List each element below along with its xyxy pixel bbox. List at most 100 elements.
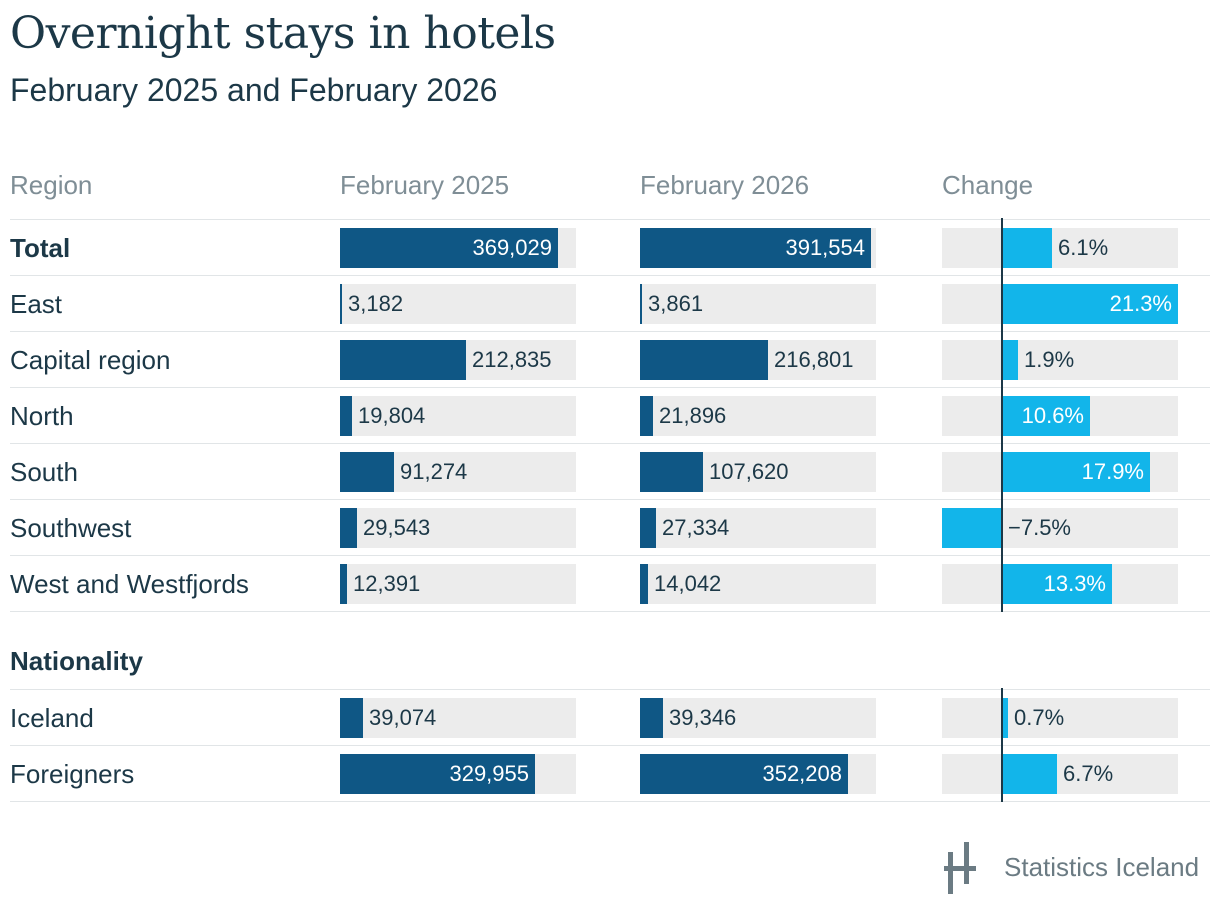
row-east-2025-bg (340, 284, 576, 324)
row-divider (10, 745, 1210, 746)
row-divider (10, 275, 1210, 276)
row-foreigners-change-value: 6.7% (1063, 761, 1114, 786)
row-label-southwest: Southwest (10, 513, 132, 543)
row-label-total: Total (10, 233, 71, 263)
row-total-change-bg (942, 228, 1178, 268)
row-west-and-westfjords-2025-bg (340, 564, 576, 604)
row-southwest-2025-bar (340, 508, 357, 548)
row-total-change-bar (1002, 228, 1052, 268)
row-west-and-westfjords-2026-value: 14,042 (654, 571, 722, 596)
row-label-east: East (10, 289, 63, 319)
row-total-change-value: 6.1% (1058, 235, 1109, 260)
row-southwest-2025-bg (340, 508, 576, 548)
row-capital-region-2025-value: 212,835 (472, 347, 552, 372)
row-foreigners-2026-bar (640, 754, 848, 794)
row-total-2026-bar (640, 228, 871, 268)
row-foreigners-2026-value: 352,208 (762, 761, 842, 786)
row-foreigners-change-bg (942, 754, 1178, 794)
row-iceland-2025-bar (340, 698, 363, 738)
statistics-iceland-logo-icon (944, 842, 976, 894)
header-change: Change (942, 170, 1034, 200)
row-iceland-2026-value: 39,346 (669, 705, 737, 730)
row-west-and-westfjords-change-bar (1002, 564, 1112, 604)
row-south-2025-value: 91,274 (400, 459, 468, 484)
row-capital-region-2026-bar (640, 340, 768, 380)
row-west-and-westfjords-2026-bar (640, 564, 648, 604)
regions-zero-line (1001, 218, 1003, 612)
row-south-change-bar (1002, 452, 1150, 492)
row-iceland-2026-bg (640, 698, 876, 738)
row-total-2026-value: 391,554 (785, 235, 865, 260)
row-label-south: South (10, 457, 78, 487)
row-label-capital-region: Capital region (10, 345, 171, 375)
row-east-change-value: 21.3% (1109, 291, 1172, 316)
row-north-2025-bar (340, 396, 352, 436)
row-east-2025-value: 3,182 (348, 291, 404, 316)
statistics-iceland-logo: Statistics Iceland (944, 842, 1204, 896)
row-capital-region-2025-bar (340, 340, 466, 380)
row-divider (10, 555, 1210, 556)
row-north-2026-value: 21,896 (659, 403, 727, 428)
row-north-2026-bar (640, 396, 653, 436)
row-divider (10, 611, 1210, 612)
row-west-and-westfjords-2026-bg (640, 564, 876, 604)
row-foreigners-change-bar (1002, 754, 1057, 794)
row-iceland-2026-bar (640, 698, 663, 738)
row-southwest-2026-bg (640, 508, 876, 548)
row-total-2025-bar (340, 228, 558, 268)
row-capital-region-2026-value: 216,801 (774, 347, 854, 372)
row-south-2026-value: 107,620 (709, 459, 789, 484)
row-west-and-westfjords-2025-bar (340, 564, 347, 604)
row-capital-region-change-bar (1002, 340, 1018, 380)
row-iceland-change-value: 0.7% (1014, 705, 1065, 730)
row-divider (10, 499, 1210, 500)
row-iceland-2025-bg (340, 698, 576, 738)
row-capital-region-change-value: 1.9% (1024, 347, 1075, 372)
row-east-2026-value: 3,861 (648, 291, 704, 316)
regions-top-divider (10, 219, 1210, 220)
row-southwest-2026-bar (640, 508, 656, 548)
row-label-iceland: Iceland (10, 703, 94, 733)
row-north-change-value: 10.6% (1021, 403, 1084, 428)
row-divider (10, 331, 1210, 332)
chart-title: Overnight stays in hotels (10, 8, 556, 59)
row-east-2026-bar (640, 284, 642, 324)
row-north-2026-bg (640, 396, 876, 436)
row-foreigners-2025-bar (340, 754, 535, 794)
row-south-change-value: 17.9% (1081, 459, 1144, 484)
row-label-north: North (10, 401, 74, 431)
section-nationality: Nationality (10, 646, 143, 676)
row-north-2025-value: 19,804 (358, 403, 426, 428)
row-capital-region-change-bg (942, 340, 1178, 380)
row-east-2025-bar (340, 284, 342, 324)
row-southwest-2026-value: 27,334 (662, 515, 730, 540)
row-label-foreigners: Foreigners (10, 759, 135, 789)
row-south-2026-bar (640, 452, 703, 492)
row-southwest-change-bar (942, 508, 1002, 548)
row-iceland-change-bar (1002, 698, 1008, 738)
nationality-zero-line (1001, 688, 1003, 802)
row-divider (10, 443, 1210, 444)
row-divider (10, 801, 1210, 802)
row-north-2025-bg (340, 396, 576, 436)
header-february-2025: February 2025 (340, 170, 510, 200)
logo-text: Statistics Iceland (1004, 852, 1200, 882)
row-label-west-and-westfjords: West and Westfjords (10, 569, 249, 599)
chart-subtitle: February 2025 and February 2026 (10, 72, 498, 108)
row-southwest-2025-value: 29,543 (363, 515, 431, 540)
row-north-change-bar (1002, 396, 1090, 436)
header-february-2026: February 2026 (640, 170, 810, 200)
row-west-and-westfjords-change-value: 13.3% (1043, 571, 1106, 596)
row-iceland-2025-value: 39,074 (369, 705, 437, 730)
row-divider (10, 387, 1210, 388)
row-southwest-change-value: −7.5% (1008, 515, 1071, 540)
row-total-2025-value: 369,029 (472, 235, 552, 260)
row-south-2025-bar (340, 452, 394, 492)
row-east-change-bar (1002, 284, 1178, 324)
nationality-top-divider (10, 689, 1210, 690)
row-foreigners-2025-value: 329,955 (449, 761, 529, 786)
header-region: Region (10, 170, 93, 200)
row-east-2026-bg (640, 284, 876, 324)
row-iceland-change-bg (942, 698, 1178, 738)
row-west-and-westfjords-2025-value: 12,391 (353, 571, 421, 596)
